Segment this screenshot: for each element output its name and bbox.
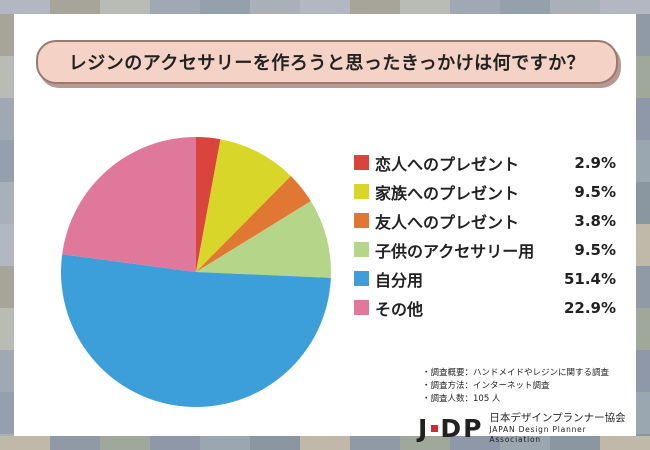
border-tile bbox=[0, 0, 50, 14]
border-tile bbox=[0, 224, 14, 266]
border-tile bbox=[0, 140, 14, 182]
logo-mark: J D P bbox=[418, 414, 483, 443]
legend-item-4: 自分用 51.4% bbox=[354, 264, 616, 293]
border-tile bbox=[150, 0, 200, 14]
legend-swatch bbox=[354, 300, 369, 315]
logo-red-dot bbox=[431, 425, 439, 432]
border-tile bbox=[250, 0, 300, 14]
border-tile bbox=[636, 56, 650, 98]
pie-slice-0 bbox=[196, 137, 221, 272]
legend-swatch bbox=[354, 213, 369, 228]
border-tile bbox=[50, 436, 100, 450]
border-tile bbox=[450, 0, 500, 14]
border-tile bbox=[300, 0, 350, 14]
border-tile bbox=[400, 0, 450, 14]
border-tile bbox=[0, 98, 14, 140]
legend-label: 家族へのプレゼント bbox=[375, 183, 520, 203]
legend-value: 9.5% bbox=[574, 182, 616, 201]
pie-slice-3 bbox=[196, 201, 331, 278]
border-tile bbox=[0, 14, 14, 56]
pie-slice-2 bbox=[196, 175, 311, 272]
border-tile bbox=[0, 350, 14, 392]
border-tile bbox=[636, 350, 650, 392]
border-tile bbox=[550, 0, 600, 14]
legend-label: 子供のアクセサリー用 bbox=[375, 241, 535, 261]
legend-value: 22.9% bbox=[563, 298, 616, 317]
survey-notes: ・調査概要：ハンドメイドやレジンに関する調査 ・調査方法：インターネット調査 ・… bbox=[422, 367, 609, 406]
border-tile bbox=[100, 436, 150, 450]
chart-card: レジンのアクセサリーを作ろうと思ったきっかけは何ですか？ 恋人へのプレゼント 2.… bbox=[14, 14, 636, 444]
border-tile bbox=[636, 308, 650, 350]
legend-item-2: 友人へのプレゼント 3.8% bbox=[354, 206, 616, 235]
legend-value: 9.5% bbox=[574, 240, 616, 259]
border-tile bbox=[100, 0, 150, 14]
border-tile bbox=[636, 182, 650, 224]
border-tile bbox=[350, 0, 400, 14]
pie-slice-5 bbox=[62, 137, 197, 272]
logo-name-english: JAPAN Design Planner Association bbox=[489, 425, 587, 444]
border-tile bbox=[0, 266, 14, 308]
survey-note-count: ・調査人数：105 人 bbox=[422, 394, 501, 404]
survey-note-overview: ・調査概要：ハンドメイドやレジンに関する調査 bbox=[422, 368, 610, 378]
border-tile bbox=[550, 436, 600, 450]
legend-item-5: その他 22.9% bbox=[354, 293, 616, 322]
logo-name-japanese: 日本デザインプランナー協会 bbox=[489, 412, 626, 424]
border-tile bbox=[0, 56, 14, 98]
border-tile bbox=[50, 0, 100, 14]
legend-label: その他 bbox=[375, 299, 424, 319]
border-tile bbox=[600, 0, 650, 14]
border-tile bbox=[250, 436, 300, 450]
legend-item-3: 子供のアクセサリー用 9.5% bbox=[354, 235, 616, 264]
legend-label: 自分用 bbox=[375, 270, 424, 290]
border-tile bbox=[500, 436, 550, 450]
border-tile bbox=[600, 436, 650, 450]
logo-letter-j: J bbox=[418, 414, 430, 443]
border-tile bbox=[636, 266, 650, 308]
border-tile bbox=[636, 140, 650, 182]
logo-letter-p: P bbox=[463, 414, 484, 443]
pie-chart bbox=[60, 137, 331, 408]
legend-label: 友人へのプレゼント bbox=[375, 212, 520, 232]
legend-item-0: 恋人へのプレゼント 2.9% bbox=[354, 148, 616, 177]
border-tile bbox=[200, 0, 250, 14]
legend-item-1: 家族へのプレゼント 9.5% bbox=[354, 177, 616, 206]
legend-swatch bbox=[354, 271, 369, 286]
legend-swatch bbox=[354, 242, 369, 257]
border-tile bbox=[300, 436, 350, 450]
border-tile bbox=[0, 392, 14, 434]
border-tile bbox=[0, 182, 14, 224]
chart-title: レジンのアクセサリーを作ろうと思ったきっかけは何ですか？ bbox=[68, 53, 586, 74]
legend-swatch bbox=[354, 184, 369, 199]
border-tile bbox=[636, 392, 650, 434]
legend-value: 51.4% bbox=[563, 269, 616, 288]
jdp-logo: J D P 日本デザインプランナー協会 JAPAN Design Planner… bbox=[418, 412, 636, 445]
legend-value: 2.9% bbox=[574, 153, 616, 172]
border-tile bbox=[0, 434, 14, 436]
border-tile bbox=[636, 98, 650, 140]
legend: 恋人へのプレゼント 2.9% 家族へのプレゼント 9.5% 友人へのプレゼント 3.8% 子… bbox=[354, 148, 616, 322]
legend-swatch bbox=[354, 155, 369, 170]
border-tile bbox=[0, 436, 50, 450]
logo-letter-d: D bbox=[440, 414, 464, 443]
border-tile bbox=[350, 436, 400, 450]
border-tile bbox=[500, 0, 550, 14]
border-tile bbox=[200, 436, 250, 450]
survey-note-method: ・調査方法：インターネット調査 bbox=[422, 381, 550, 391]
border-tile bbox=[636, 14, 650, 56]
border-tile bbox=[400, 436, 450, 450]
border-tile bbox=[450, 436, 500, 450]
border-tile bbox=[636, 224, 650, 266]
border-tile bbox=[0, 308, 14, 350]
legend-value: 3.8% bbox=[574, 211, 616, 230]
pie-slice-4 bbox=[60, 254, 331, 408]
pie-slice-1 bbox=[196, 139, 291, 272]
title-banner: レジンのアクセサリーを作ろうと思ったきっかけは何ですか？ bbox=[36, 40, 618, 84]
border-tile bbox=[150, 436, 200, 450]
logo-text: 日本デザインプランナー協会 JAPAN Design Planner Assoc… bbox=[489, 412, 636, 445]
legend-label: 恋人へのプレゼント bbox=[375, 154, 520, 174]
border-tile bbox=[636, 434, 650, 436]
